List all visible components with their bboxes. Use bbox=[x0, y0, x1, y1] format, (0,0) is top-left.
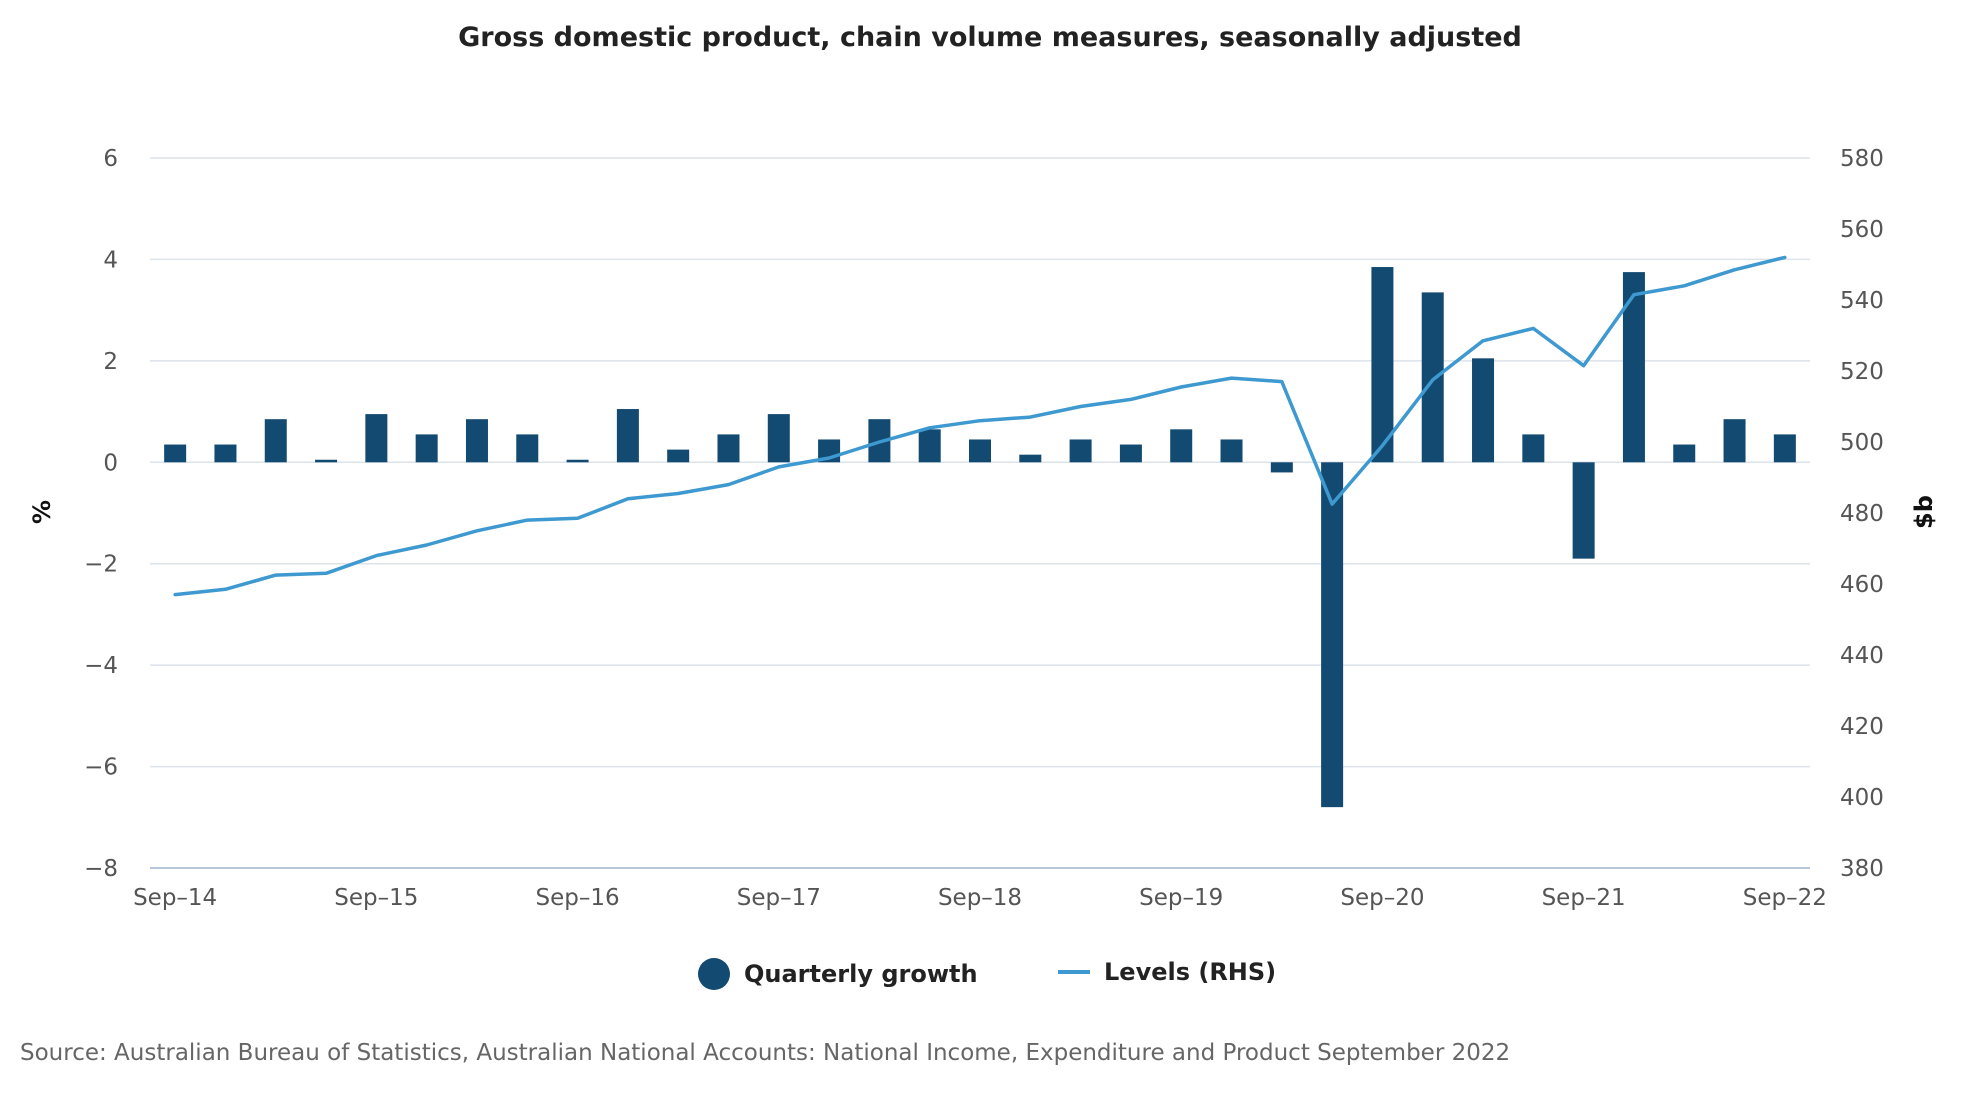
legend-marker-line bbox=[1058, 970, 1090, 974]
growth-bar bbox=[1472, 358, 1495, 463]
levels-line bbox=[173, 255, 1787, 597]
growth-bar bbox=[1069, 439, 1092, 463]
growth-bar bbox=[516, 434, 539, 463]
legend-item-quarterly-growth: Quarterly growth bbox=[698, 958, 978, 990]
gridlines bbox=[150, 157, 1810, 869]
growth-bar bbox=[616, 409, 639, 463]
left-tick-label: −8 bbox=[84, 856, 118, 882]
growth-bar bbox=[918, 429, 941, 463]
x-tick-label: Sep–22 bbox=[1743, 885, 1827, 911]
x-tick-label: Sep–17 bbox=[737, 885, 821, 911]
right-tick-label: 500 bbox=[1840, 430, 1884, 456]
growth-bar bbox=[1572, 462, 1595, 559]
growth-bar bbox=[465, 419, 488, 463]
x-tick-label: Sep–15 bbox=[334, 885, 418, 911]
growth-bar bbox=[1119, 444, 1142, 463]
growth-bar bbox=[1773, 434, 1796, 463]
right-tick-label: 520 bbox=[1840, 359, 1884, 385]
right-axis-ticks: 580 560 540 520 500 480 460 440 420 400 380 bbox=[1840, 146, 1884, 882]
growth-bar bbox=[315, 459, 338, 463]
right-tick-label: 580 bbox=[1840, 146, 1884, 172]
growth-bar bbox=[1321, 462, 1344, 808]
legend-label-levels: Levels (RHS) bbox=[1104, 958, 1277, 986]
right-tick-label: 560 bbox=[1840, 217, 1884, 243]
x-tick-label: Sep–20 bbox=[1340, 885, 1424, 911]
growth-bar bbox=[264, 419, 287, 463]
growth-bar bbox=[415, 434, 438, 463]
growth-bar bbox=[1170, 429, 1193, 463]
growth-bar bbox=[969, 439, 991, 463]
right-tick-label: 480 bbox=[1840, 501, 1884, 527]
growth-bar bbox=[667, 449, 690, 463]
growth-bar bbox=[1622, 272, 1645, 463]
levels-line-group bbox=[173, 255, 1787, 597]
growth-bar bbox=[214, 444, 237, 463]
x-tick-label: Sep–18 bbox=[938, 885, 1022, 911]
right-tick-label: 440 bbox=[1840, 643, 1884, 669]
growth-bar bbox=[365, 414, 388, 463]
right-tick-label: 540 bbox=[1840, 288, 1884, 314]
growth-bar bbox=[717, 434, 740, 463]
x-tick-label: Sep–14 bbox=[133, 885, 217, 911]
right-tick-label: 420 bbox=[1840, 714, 1884, 740]
growth-bar bbox=[1270, 462, 1293, 473]
growth-bar bbox=[1673, 444, 1696, 463]
growth-bar bbox=[1522, 434, 1545, 463]
left-tick-label: 4 bbox=[103, 247, 118, 273]
x-tick-label: Sep–19 bbox=[1139, 885, 1223, 911]
growth-bar bbox=[164, 444, 187, 463]
left-tick-label: −2 bbox=[84, 552, 118, 578]
left-tick-label: 2 bbox=[103, 349, 118, 375]
growth-bar bbox=[1019, 454, 1042, 463]
legend: Quarterly growth Levels (RHS) bbox=[0, 958, 1980, 1008]
growth-bar bbox=[1421, 292, 1444, 463]
right-tick-label: 380 bbox=[1840, 856, 1884, 882]
left-tick-label: 0 bbox=[103, 450, 118, 476]
growth-bar bbox=[1723, 419, 1746, 463]
growth-bar bbox=[1220, 439, 1243, 463]
left-axis-title: % bbox=[28, 500, 56, 524]
x-tick-label: Sep–16 bbox=[536, 885, 620, 911]
x-tick-label: Sep–21 bbox=[1542, 885, 1626, 911]
legend-label-quarterly-growth: Quarterly growth bbox=[744, 960, 978, 988]
chart-title: Gross domestic product, chain volume mea… bbox=[458, 22, 1522, 53]
growth-bars bbox=[164, 267, 1796, 808]
growth-bar bbox=[566, 459, 589, 463]
left-axis-ticks: 6 4 2 0 −2 −4 −6 −8 bbox=[84, 146, 118, 882]
left-tick-label: −4 bbox=[84, 653, 118, 679]
source-note: Source: Australian Bureau of Statistics,… bbox=[20, 1040, 1511, 1066]
left-tick-label: −6 bbox=[84, 755, 118, 781]
left-tick-label: 6 bbox=[103, 146, 118, 172]
growth-bar bbox=[1371, 267, 1394, 463]
legend-item-levels: Levels (RHS) bbox=[1058, 958, 1276, 986]
right-axis-title: $b bbox=[1910, 495, 1938, 529]
growth-bar bbox=[767, 414, 790, 463]
right-tick-label: 400 bbox=[1840, 785, 1884, 811]
right-tick-label: 460 bbox=[1840, 572, 1884, 598]
legend-marker-bar bbox=[698, 958, 730, 990]
x-axis-ticks: Sep–14 Sep–15 Sep–16 Sep–17 Sep–18 Sep–19 Sep–… bbox=[133, 885, 1827, 911]
